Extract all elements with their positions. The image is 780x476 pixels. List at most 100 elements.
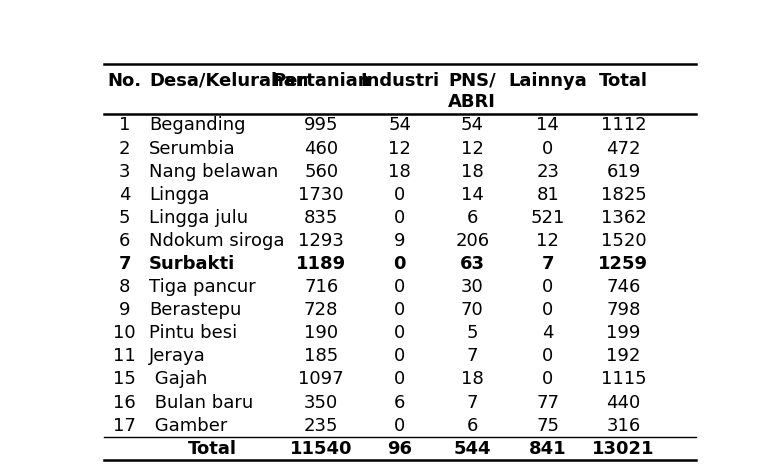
Text: 1730: 1730 [299,186,344,204]
Text: Lingga: Lingga [149,186,209,204]
Text: 7: 7 [466,347,478,366]
Text: 6: 6 [466,416,478,435]
Text: 12: 12 [537,232,559,250]
Text: 70: 70 [461,301,484,319]
Text: Berastepu: Berastepu [149,301,241,319]
Text: Pertanian: Pertanian [272,72,370,90]
Text: 1112: 1112 [601,117,646,135]
Text: 560: 560 [304,163,339,181]
Text: 4: 4 [542,324,554,342]
Text: 995: 995 [304,117,339,135]
Text: 14: 14 [537,117,559,135]
Text: 16: 16 [113,394,136,412]
Text: 0: 0 [542,347,554,366]
Text: 716: 716 [304,278,339,296]
Text: 0: 0 [394,370,406,388]
Text: 199: 199 [606,324,640,342]
Text: 841: 841 [529,440,566,458]
Text: 0: 0 [394,347,406,366]
Text: 206: 206 [456,232,489,250]
Text: 0: 0 [542,301,554,319]
Text: 81: 81 [537,186,559,204]
Text: Surbakti: Surbakti [149,255,235,273]
Text: 1115: 1115 [601,370,646,388]
Text: Lainnya: Lainnya [509,72,587,90]
Text: 1189: 1189 [296,255,346,273]
Text: Nang belawan: Nang belawan [149,163,278,181]
Text: 521: 521 [530,209,565,227]
Text: 728: 728 [304,301,339,319]
Text: 11540: 11540 [290,440,353,458]
Text: Gamber: Gamber [149,416,227,435]
Text: Industri: Industri [360,72,439,90]
Text: 54: 54 [461,117,484,135]
Text: 7: 7 [119,255,131,273]
Text: 544: 544 [453,440,491,458]
Text: 1097: 1097 [299,370,344,388]
Text: 15: 15 [113,370,136,388]
Text: 0: 0 [542,370,554,388]
Text: Serumbia: Serumbia [149,139,236,158]
Text: 2: 2 [119,139,130,158]
Text: 185: 185 [304,347,339,366]
Text: 460: 460 [304,139,339,158]
Text: 9: 9 [119,301,130,319]
Text: 0: 0 [394,301,406,319]
Text: 1362: 1362 [601,209,647,227]
Text: 835: 835 [304,209,339,227]
Text: 190: 190 [304,324,339,342]
Text: Ndokum siroga: Ndokum siroga [149,232,285,250]
Text: 1825: 1825 [601,186,647,204]
Text: No.: No. [108,72,142,90]
Text: 13021: 13021 [592,440,654,458]
Text: 14: 14 [461,186,484,204]
Text: 10: 10 [113,324,136,342]
Text: 0: 0 [394,324,406,342]
Text: 96: 96 [387,440,413,458]
Text: Jeraya: Jeraya [149,347,206,366]
Text: 63: 63 [459,255,485,273]
Text: 18: 18 [461,370,484,388]
Text: 7: 7 [466,394,478,412]
Text: Beganding: Beganding [149,117,246,135]
Text: 17: 17 [113,416,136,435]
Text: 18: 18 [461,163,484,181]
Text: 7: 7 [541,255,554,273]
Text: Pintu besi: Pintu besi [149,324,237,342]
Text: 6: 6 [394,394,406,412]
Text: Total: Total [599,72,648,90]
Text: 12: 12 [388,139,411,158]
Text: 798: 798 [606,301,640,319]
Text: 11: 11 [113,347,136,366]
Text: 350: 350 [304,394,339,412]
Text: 77: 77 [537,394,559,412]
Text: 8: 8 [119,278,130,296]
Text: 235: 235 [304,416,339,435]
Text: 30: 30 [461,278,484,296]
Text: 4: 4 [119,186,130,204]
Text: 0: 0 [393,255,406,273]
Text: 192: 192 [606,347,640,366]
Text: 746: 746 [606,278,640,296]
Text: 18: 18 [388,163,411,181]
Text: 0: 0 [394,209,406,227]
Text: 0: 0 [394,416,406,435]
Text: 3: 3 [119,163,130,181]
Text: 0: 0 [394,186,406,204]
Text: 9: 9 [394,232,406,250]
Text: PNS/
ABRI: PNS/ ABRI [448,72,496,110]
Text: Bulan baru: Bulan baru [149,394,254,412]
Text: 0: 0 [394,278,406,296]
Text: 619: 619 [606,163,640,181]
Text: Lingga julu: Lingga julu [149,209,248,227]
Text: 1293: 1293 [298,232,344,250]
Text: 23: 23 [537,163,559,181]
Text: 75: 75 [537,416,559,435]
Text: Tiga pancur: Tiga pancur [149,278,256,296]
Text: 12: 12 [461,139,484,158]
Text: Desa/Kelurahan: Desa/Kelurahan [149,72,308,90]
Text: 0: 0 [542,139,554,158]
Text: 6: 6 [119,232,130,250]
Text: 1259: 1259 [598,255,648,273]
Text: Total: Total [188,440,237,458]
